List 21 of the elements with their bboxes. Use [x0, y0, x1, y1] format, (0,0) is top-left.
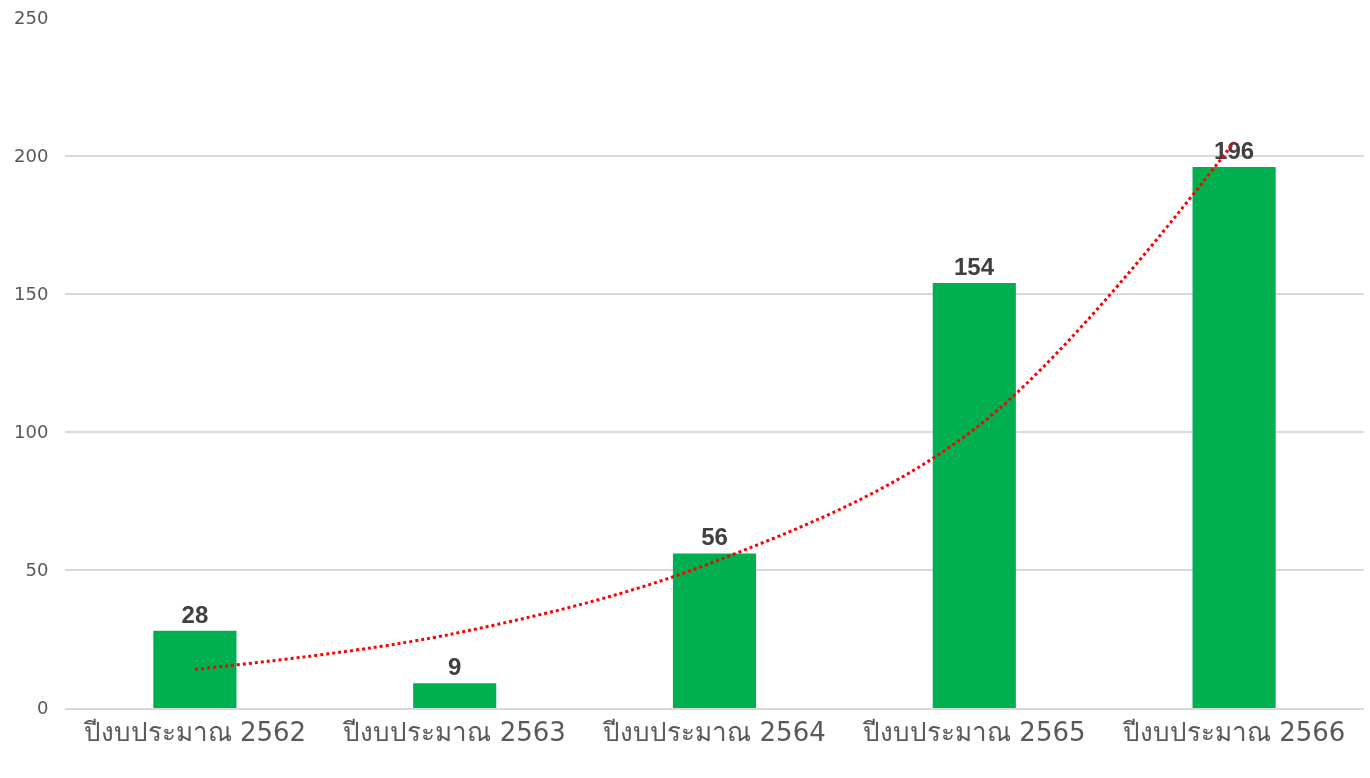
x-tick-label: ปีงบประมาณ 2566 [1121, 716, 1346, 747]
data-label: 196 [1214, 137, 1255, 165]
x-tick-label: ปีงบประมาณ 2564 [602, 716, 826, 747]
data-label: 56 [701, 523, 728, 551]
y-tick-label: 250 [14, 7, 49, 29]
bar [1192, 167, 1276, 708]
y-tick-label: 150 [14, 283, 49, 305]
x-tick-label: ปีงบประมาณ 2563 [342, 716, 566, 747]
y-tick-label: 0 [36, 697, 49, 719]
x-tick-label: ปีงบประมาณ 2565 [862, 716, 1086, 747]
bar [932, 282, 1016, 708]
bar [153, 630, 237, 708]
y-tick-label: 50 [25, 559, 49, 581]
x-tick-label: ปีงบประมาณ 2562 [82, 716, 307, 747]
bar [413, 683, 497, 708]
bar [672, 553, 757, 708]
data-label: 28 [181, 600, 209, 628]
y-tick-label: 200 [14, 145, 49, 167]
y-tick-label: 100 [14, 421, 49, 443]
data-label: 9 [448, 653, 462, 681]
data-label: 154 [953, 252, 995, 280]
